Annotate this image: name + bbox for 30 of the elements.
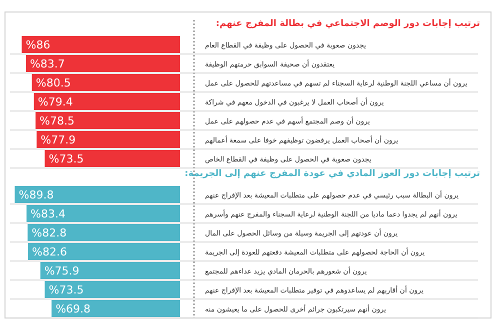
bar [44,281,180,298]
data-label: %86 [26,38,50,52]
data-label: %80.5 [36,76,71,90]
bar [36,112,180,129]
bar [40,262,180,279]
bar [28,243,180,260]
data-label: %73.5 [48,152,84,166]
bar [32,74,180,91]
bar [36,131,180,148]
data-label: %75.9 [44,264,80,278]
bar [14,186,180,203]
text: ترتيب إجابات دور العوز المادي في عودة المفرج عنهم إلى الجريمة: [184,169,480,179]
text: ترتيب إجابات دور الوصم الاجتماعي في بطالة المفرج عنهم: [216,19,480,29]
bar [28,224,180,241]
data-label: %82.6 [32,246,67,258]
bar [26,205,180,222]
data-label: %83.7 [30,58,65,70]
data-label: %78.5 [40,114,75,128]
data-label: %77.9 [40,134,76,146]
bar [34,93,180,110]
bar [44,150,180,167]
bar [22,36,180,53]
data-label: %69.8 [56,302,91,316]
data-label: %83.4 [30,208,66,220]
bar [26,55,180,72]
data-label: %79.4 [38,96,73,108]
data-label: %89.8 [18,188,54,202]
bar [52,300,180,317]
data-label: %82.8 [32,226,67,240]
data-label: %73.5 [48,284,84,296]
